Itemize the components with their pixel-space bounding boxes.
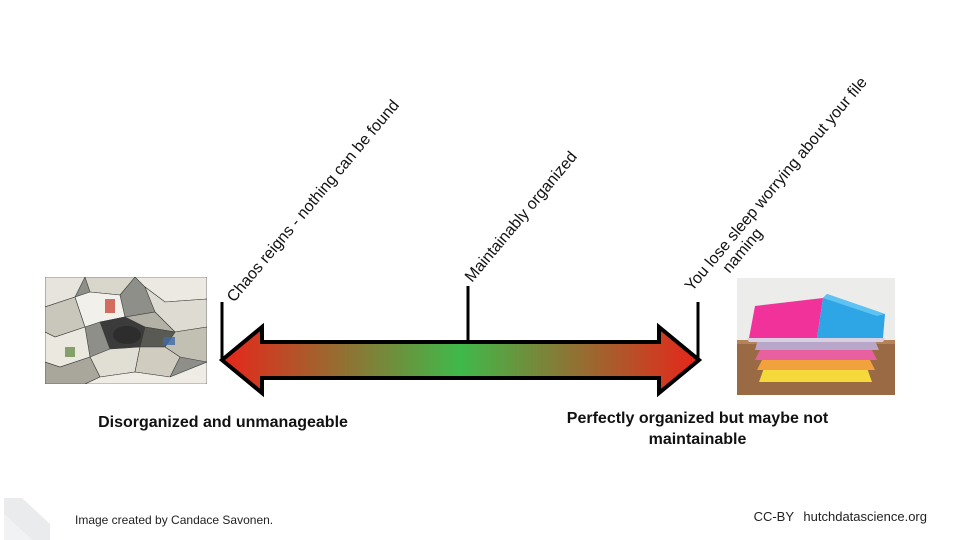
pile-of-papers-photo <box>45 277 207 384</box>
right-caption-line2: maintainable <box>648 431 747 448</box>
double-arrow <box>218 322 703 398</box>
label-chaos: Chaos reigns - nothing can be found <box>224 97 403 306</box>
right-caption: Perfectly organized but maybe not mainta… <box>545 408 850 450</box>
left-caption: Disorganized and unmanageable <box>98 414 348 431</box>
image-credit: Image created by Candace Savonen. <box>75 513 274 527</box>
stacked-folders-photo <box>737 278 895 395</box>
license-footer: CC-BY hutchdatascience.org <box>754 509 927 524</box>
label-lose-sleep: You lose sleep worrying about your file … <box>682 71 887 306</box>
license-label: CC-BY <box>753 509 794 524</box>
right-caption-line1: Perfectly organized but maybe not <box>566 410 829 427</box>
corner-logo-icon <box>4 498 50 540</box>
label-maintainable: Maintainably organized <box>462 149 581 286</box>
label-lose-sleep-line1: You lose sleep worrying about your file <box>682 74 871 294</box>
site-link[interactable]: hutchdatascience.org <box>803 509 927 524</box>
